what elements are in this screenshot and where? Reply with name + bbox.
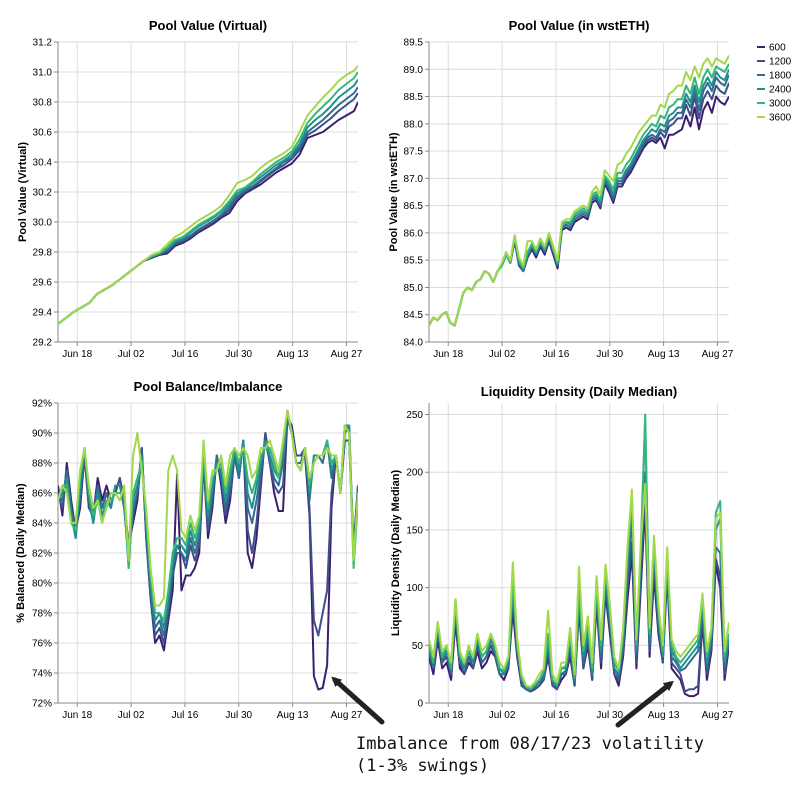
x-tick-label: Jul 16 bbox=[543, 710, 570, 721]
legend: 600 1200 1800 2400 3000 3600 bbox=[757, 43, 792, 124]
series-group bbox=[429, 413, 729, 698]
series-line-3600 bbox=[58, 65, 358, 325]
y-tick-label: 84.0 bbox=[404, 338, 424, 349]
y-tick-label: 30.2 bbox=[33, 188, 53, 199]
annotation-arrow-left bbox=[331, 676, 385, 725]
series-line-1200 bbox=[58, 417, 358, 644]
y-tick-label: 74% bbox=[32, 669, 52, 680]
y-tick-label: 92% bbox=[32, 399, 52, 410]
y-tick-label: 87.0 bbox=[404, 174, 424, 185]
series-group bbox=[58, 409, 358, 691]
series-group bbox=[429, 55, 729, 327]
x-tick-label: Jul 16 bbox=[172, 710, 199, 721]
legend-label-1200: 1200 bbox=[769, 57, 792, 68]
y-tick-label: 30.6 bbox=[33, 128, 53, 139]
pool-value-virtual-chart: 29.2 29.4 29.6 29.8 30.0 30.2 30.4 30.6 30.8 31.0… bbox=[17, 18, 363, 360]
y-tick-label: 86% bbox=[32, 489, 52, 500]
x-tick-label: Jul 16 bbox=[543, 349, 570, 360]
y-tick-label: 200 bbox=[406, 468, 423, 479]
y-tick-label: 86.0 bbox=[404, 228, 424, 239]
x-tick-label: Jul 30 bbox=[225, 349, 252, 360]
x-tick-label: Aug 27 bbox=[702, 710, 734, 721]
chart-title: Liquidity Density (Daily Median) bbox=[481, 384, 677, 399]
x-tick-label: Aug 13 bbox=[648, 710, 680, 721]
y-tick-label: 50 bbox=[412, 641, 424, 652]
y-tick-label: 29.2 bbox=[33, 338, 53, 349]
annotation-arrows bbox=[331, 676, 674, 728]
y-tick-label: 150 bbox=[406, 525, 423, 536]
y-tick-label: 31.2 bbox=[33, 38, 53, 49]
y-tick-label: 76% bbox=[32, 639, 52, 650]
pool-value-wsteth-chart: 84.0 84.5 85.0 85.5 86.0 86.5 87.0 87.5 88.0 88.5… bbox=[388, 18, 734, 360]
x-tick-label: Jul 02 bbox=[489, 710, 516, 721]
x-tick-label: Jul 16 bbox=[172, 349, 199, 360]
y-tick-label: 82% bbox=[32, 549, 52, 560]
y-tick-label: 88.0 bbox=[404, 119, 424, 130]
y-tick-label: 250 bbox=[406, 410, 423, 421]
y-tick-label: 29.6 bbox=[33, 278, 53, 289]
y-tick-label: 89.5 bbox=[404, 38, 424, 49]
x-tick-label: Aug 27 bbox=[331, 349, 363, 360]
y-tick-label: 78% bbox=[32, 609, 52, 620]
x-tick-label: Aug 27 bbox=[331, 710, 363, 721]
y-axis-title: Pool Value (in wstETH) bbox=[388, 132, 400, 252]
x-tick-label: Jun 18 bbox=[433, 710, 463, 721]
y-tick-label: 80% bbox=[32, 579, 52, 590]
y-axis-title: % Balanced (Daily Median) bbox=[15, 483, 27, 623]
x-tick-label: Jun 18 bbox=[62, 349, 92, 360]
x-tick-label: Jul 02 bbox=[489, 349, 516, 360]
y-tick-label: 100 bbox=[406, 583, 423, 594]
x-tick-label: Jun 18 bbox=[433, 349, 463, 360]
pool-balance-chart: 72% 74% 76% 78% 80% 82% 84% 86% 88% 90% 92% Jun 18 J… bbox=[15, 379, 363, 721]
y-tick-label: 87.5 bbox=[404, 147, 424, 158]
y-tick-label: 85.0 bbox=[404, 283, 424, 294]
x-tick-label: Jul 30 bbox=[596, 349, 623, 360]
x-tick-label: Aug 13 bbox=[277, 349, 309, 360]
series-line-3600 bbox=[429, 55, 729, 327]
legend-label-600: 600 bbox=[769, 43, 786, 54]
x-tick-label: Aug 13 bbox=[277, 710, 309, 721]
y-tick-label: 29.8 bbox=[33, 248, 53, 259]
chart-title: Pool Value (Virtual) bbox=[149, 18, 267, 33]
x-tick-label: Jul 30 bbox=[225, 710, 252, 721]
y-tick-label: 86.5 bbox=[404, 201, 424, 212]
x-tick-label: Aug 27 bbox=[702, 349, 734, 360]
liquidity-density-chart: 0 50 100 150 200 250 Jun 18 Jul 02 Jul 16 Jul 30 A… bbox=[390, 384, 734, 721]
legend-label-3600: 3600 bbox=[769, 113, 792, 124]
y-tick-label: 88% bbox=[32, 459, 52, 470]
y-tick-label: 29.4 bbox=[33, 308, 53, 319]
x-tick-label: Jul 02 bbox=[118, 349, 145, 360]
series-line-3600 bbox=[58, 409, 358, 607]
y-axis-title: Pool Value (Virtual) bbox=[17, 142, 29, 242]
y-tick-label: 85.5 bbox=[404, 256, 424, 267]
x-tick-label: Jul 02 bbox=[118, 710, 145, 721]
y-tick-label: 0 bbox=[417, 699, 423, 710]
annotation-line-1: Imbalance from 08/17/23 volatility bbox=[356, 734, 704, 754]
y-tick-label: 90% bbox=[32, 429, 52, 440]
x-tick-label: Jul 30 bbox=[596, 710, 623, 721]
y-tick-label: 31.0 bbox=[33, 68, 53, 79]
y-tick-label: 30.0 bbox=[33, 218, 53, 229]
y-tick-label: 72% bbox=[32, 699, 52, 710]
annotation-arrow-right bbox=[615, 680, 674, 728]
legend-label-2400: 2400 bbox=[769, 85, 792, 96]
legend-label-1800: 1800 bbox=[769, 71, 792, 82]
y-axis-title: Liquidity Density (Daily Median) bbox=[390, 470, 402, 637]
y-tick-label: 84% bbox=[32, 519, 52, 530]
series-line-3600 bbox=[429, 482, 729, 688]
y-tick-label: 30.4 bbox=[33, 158, 53, 169]
x-tick-label: Jun 18 bbox=[62, 710, 92, 721]
y-tick-label: 89.0 bbox=[404, 65, 424, 76]
y-tick-label: 84.5 bbox=[404, 310, 424, 321]
y-tick-label: 30.8 bbox=[33, 98, 53, 109]
legend-label-3000: 3000 bbox=[769, 99, 792, 110]
chart-title: Pool Balance/Imbalance bbox=[134, 379, 283, 394]
chart-title: Pool Value (in wstETH) bbox=[509, 18, 650, 33]
y-tick-label: 88.5 bbox=[404, 92, 424, 103]
x-tick-label: Aug 13 bbox=[648, 349, 680, 360]
series-group bbox=[58, 65, 358, 325]
annotation-line-2: (1-3% swings) bbox=[356, 756, 489, 776]
